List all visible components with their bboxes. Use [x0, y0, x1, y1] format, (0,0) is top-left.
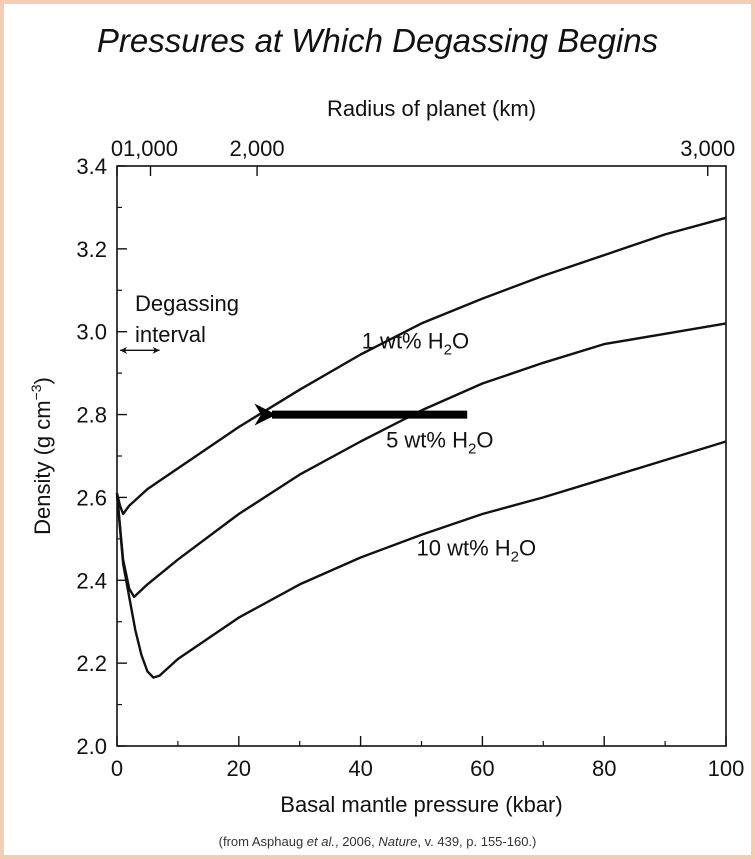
series-line-3 [115, 440, 727, 679]
y-axis-label-close: ) [30, 377, 55, 384]
series-label-main: 1 wt% H [362, 328, 444, 353]
source-prefix: (from Asphaug [218, 834, 307, 849]
y-tick-label: 2.8 [76, 403, 107, 428]
source-journal: Nature [378, 834, 418, 849]
series-label-main: 5 wt% H [386, 428, 468, 453]
series-line-1 [115, 216, 727, 516]
series-label-sub: 2 [444, 341, 452, 358]
source-middle: , 2006, [334, 834, 379, 849]
series-label-2: 5 wt% H2O [386, 428, 493, 458]
x-tick-label: 60 [470, 756, 494, 781]
series-label-1: 1 wt% H2O [362, 328, 469, 358]
top-tick-label: 1,000 [123, 136, 178, 161]
series-label-tail: O [476, 428, 493, 453]
y-tick-label: 2.0 [76, 734, 107, 759]
y-tick-label: 2.6 [76, 485, 107, 510]
source-et-al: et al. [306, 834, 335, 849]
source-citation: (from Asphaug et al., 2006, Nature, v. 4… [4, 834, 751, 849]
source-suffix: , v. 439, p. 155-160.) [417, 834, 537, 849]
y-axis-label-sup: −3 [28, 384, 44, 400]
series-label-tail: O [519, 535, 536, 560]
degassing-label-line2: interval [135, 322, 206, 347]
top-tick-label: 2,000 [230, 136, 285, 161]
degassing-label-line1: Degassing [135, 291, 239, 316]
y-tick-label: 2.4 [76, 568, 107, 593]
top-tick-label: 3,000 [680, 136, 735, 161]
x-tick-label: 80 [592, 756, 616, 781]
y-tick-label: 3.0 [76, 320, 107, 345]
y-axis-label-main: Density (g cm [30, 400, 55, 534]
series-label-sub: 2 [511, 548, 519, 565]
y-axis-label: Density (g cm−3) [28, 377, 55, 535]
series-label-3: 10 wt% H2O [416, 535, 536, 565]
chart-title: Pressures at Which Degassing Begins [96, 22, 659, 59]
x-axis-label: Basal mantle pressure (kbar) [280, 792, 562, 817]
x-tick-label: 20 [227, 756, 251, 781]
series-label-main: 10 wt% H [416, 535, 510, 560]
top-axis-label: Radius of planet (km) [327, 96, 536, 121]
series-label-tail: O [452, 328, 469, 353]
series-label-sub: 2 [468, 441, 476, 458]
y-tick-label: 3.2 [76, 237, 107, 262]
x-tick-label: 0 [111, 756, 123, 781]
top-tick-label: 0 [111, 136, 123, 161]
y-tick-label: 2.2 [76, 651, 107, 676]
x-tick-label: 100 [708, 756, 745, 781]
plot-frame [116, 165, 727, 747]
x-tick-label: 40 [348, 756, 372, 781]
y-tick-label: 3.4 [76, 154, 107, 179]
